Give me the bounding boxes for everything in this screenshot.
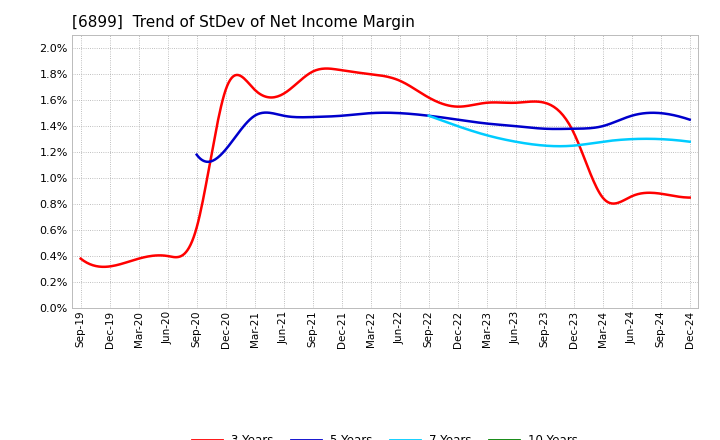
- 3 Years: [519, 99, 528, 105]
- 5 Years: [390, 110, 399, 116]
- 5 Years: [192, 152, 201, 158]
- 3 Years: [322, 66, 330, 71]
- 7 Years: [685, 139, 694, 144]
- 7 Years: [424, 113, 433, 118]
- 7 Years: [589, 140, 598, 146]
- 3 Years: [522, 99, 531, 105]
- Legend: 3 Years, 5 Years, 7 Years, 10 Years: 3 Years, 5 Years, 7 Years, 10 Years: [187, 430, 583, 440]
- 3 Years: [319, 66, 328, 71]
- 7 Years: [510, 139, 518, 144]
- 3 Years: [685, 195, 694, 200]
- 7 Years: [528, 142, 536, 147]
- 5 Years: [204, 159, 212, 165]
- 3 Years: [276, 92, 285, 98]
- 5 Years: [505, 123, 513, 128]
- 5 Years: [685, 117, 694, 122]
- Line: 5 Years: 5 Years: [197, 113, 690, 162]
- 3 Years: [76, 256, 85, 261]
- 7 Years: [555, 143, 564, 149]
- 5 Years: [356, 111, 364, 117]
- 3 Years: [151, 253, 160, 258]
- Line: 3 Years: 3 Years: [81, 69, 690, 267]
- 7 Years: [613, 137, 622, 143]
- 3 Years: [462, 103, 471, 109]
- 5 Years: [553, 126, 562, 132]
- 5 Years: [253, 112, 261, 117]
- Line: 7 Years: 7 Years: [428, 116, 690, 146]
- 5 Years: [551, 126, 559, 132]
- 7 Years: [456, 125, 464, 130]
- 5 Years: [261, 110, 270, 115]
- 7 Years: [615, 137, 624, 143]
- 3 Years: [99, 264, 108, 269]
- Text: [6899]  Trend of StDev of Net Income Margin: [6899] Trend of StDev of Net Income Marg…: [72, 15, 415, 30]
